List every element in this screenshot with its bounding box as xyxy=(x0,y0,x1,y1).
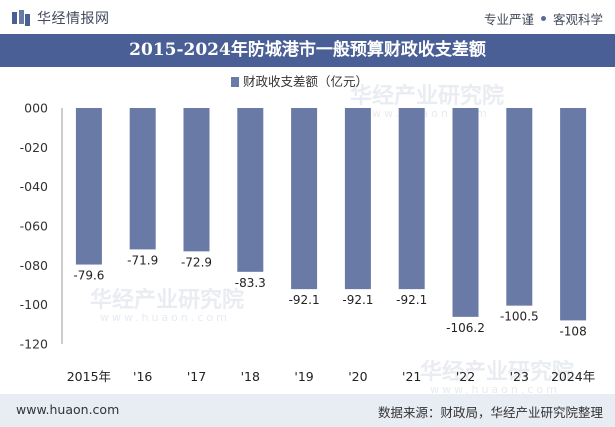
y-tick-label: -060 xyxy=(20,219,48,234)
watermark-text: 华经产业研究院 xyxy=(420,359,574,385)
x-tick-label: '18 xyxy=(241,369,260,384)
watermark-url: www.huaon.com xyxy=(100,311,230,324)
x-tick-label: 2015年 xyxy=(67,369,111,384)
x-tick-label: '16 xyxy=(133,369,152,384)
x-tick-label: '23 xyxy=(510,369,529,384)
x-tick-label: '21 xyxy=(402,369,421,384)
bar xyxy=(506,108,533,306)
x-tick-label: '20 xyxy=(348,369,367,384)
brand[interactable]: 华经情报网 xyxy=(12,8,110,28)
data-label: -83.3 xyxy=(235,276,266,290)
y-tick-label: -040 xyxy=(20,179,48,194)
x-tick-label: 2024年 xyxy=(551,369,595,384)
x-tick-label: '19 xyxy=(294,369,313,384)
data-label: -108 xyxy=(559,324,586,338)
watermark-text: 华经产业研究院 xyxy=(90,287,244,313)
y-tick-label: 000 xyxy=(24,101,48,116)
bar xyxy=(183,108,210,252)
slogan-tag-2: 客观科学 xyxy=(552,12,603,27)
x-tick-label: '22 xyxy=(456,369,475,384)
top-bar: 华经情报网 专业严谨 客观科学 xyxy=(0,0,615,34)
bar-chart: 华经产业研究院www.huaon.com华经产业研究院www.huaon.com… xyxy=(20,74,596,394)
bar xyxy=(452,108,479,317)
y-tick-label: -120 xyxy=(20,337,48,352)
y-tick-label: -100 xyxy=(20,297,48,312)
bar xyxy=(398,108,425,290)
dot-separator-icon xyxy=(540,16,546,21)
slogan-tag-1: 专业严谨 xyxy=(483,12,534,27)
y-tick-label: -020 xyxy=(20,140,48,155)
legend-label: 财政收支差额（亿元） xyxy=(243,74,368,89)
data-label: -92.1 xyxy=(396,293,427,307)
bar xyxy=(291,108,318,290)
data-label: -79.6 xyxy=(73,269,104,283)
bar xyxy=(344,108,371,290)
slogan: 专业严谨 客观科学 xyxy=(484,9,603,28)
data-label: -72.9 xyxy=(181,255,212,269)
data-source: 数据来源：财政局，华经产业研究院整理 xyxy=(377,405,603,420)
data-label: -92.1 xyxy=(342,293,373,307)
x-tick-label: '17 xyxy=(187,369,206,384)
chart-title: 2015-2024年防城港市一般预算财政收支差额 xyxy=(0,34,615,67)
watermark-url: www.huaon.com xyxy=(430,383,560,394)
data-label: -100.5 xyxy=(500,310,539,324)
footer: www.huaon.com 数据来源：财政局，华经产业研究院整理 xyxy=(0,394,615,427)
data-label: -106.2 xyxy=(446,321,485,335)
watermark-text: 华经产业研究院 xyxy=(350,83,504,109)
brand-logo-icon xyxy=(12,10,30,26)
data-label: -92.1 xyxy=(289,293,320,307)
y-tick-label: -080 xyxy=(20,258,48,273)
data-label: -71.9 xyxy=(127,253,158,267)
bar xyxy=(237,108,264,272)
footer-url[interactable]: www.huaon.com xyxy=(16,402,120,417)
bar xyxy=(560,108,587,321)
bar xyxy=(75,108,102,265)
bar xyxy=(129,108,156,250)
brand-name: 华经情报网 xyxy=(37,11,110,27)
legend-swatch xyxy=(231,77,239,87)
